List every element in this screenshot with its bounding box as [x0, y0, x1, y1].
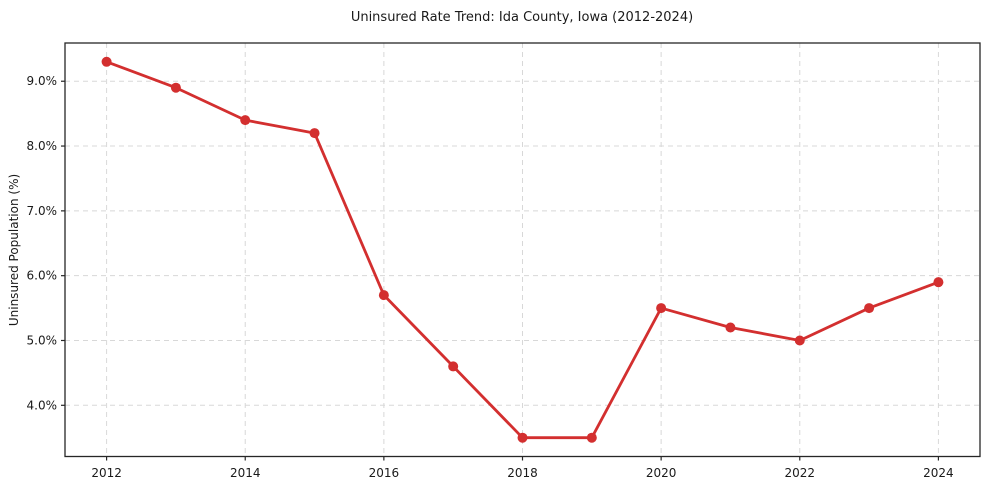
gridlines: [65, 43, 980, 457]
data-point: [309, 128, 320, 139]
data-point: [101, 56, 112, 67]
y-tick-label: 7.0%: [27, 204, 58, 218]
chart-title: Uninsured Rate Trend: Ida County, Iowa (…: [351, 10, 693, 25]
data-point: [864, 303, 875, 314]
data-point: [378, 290, 389, 301]
data-point: [240, 115, 251, 126]
line-series: [101, 56, 944, 443]
data-point: [656, 303, 667, 314]
data-point: [448, 361, 459, 372]
y-tick-label: 8.0%: [27, 139, 58, 153]
x-tick-label: 2014: [230, 466, 261, 480]
data-point: [933, 277, 944, 288]
data-point: [170, 82, 181, 93]
data-point: [794, 335, 805, 346]
x-tick-label: 2018: [507, 466, 538, 480]
data-point: [725, 322, 736, 333]
y-tick-label: 4.0%: [27, 398, 58, 412]
y-axis-label: Uninsured Population (%): [7, 174, 21, 326]
data-point: [586, 432, 597, 443]
x-tick-label: 2020: [646, 466, 677, 480]
x-tick-label: 2016: [369, 466, 400, 480]
y-tick-label: 6.0%: [27, 269, 58, 283]
data-point: [517, 432, 528, 443]
x-tick-label: 2012: [91, 466, 122, 480]
axis-ticks: 2012 2014 2016 2018 2020 2022 2024 4.0% 5.0% 6.0%…: [27, 74, 954, 480]
x-tick-label: 2022: [784, 466, 815, 480]
x-tick-label: 2024: [923, 466, 954, 480]
y-tick-label: 5.0%: [27, 333, 58, 347]
y-tick-label: 9.0%: [27, 74, 58, 88]
